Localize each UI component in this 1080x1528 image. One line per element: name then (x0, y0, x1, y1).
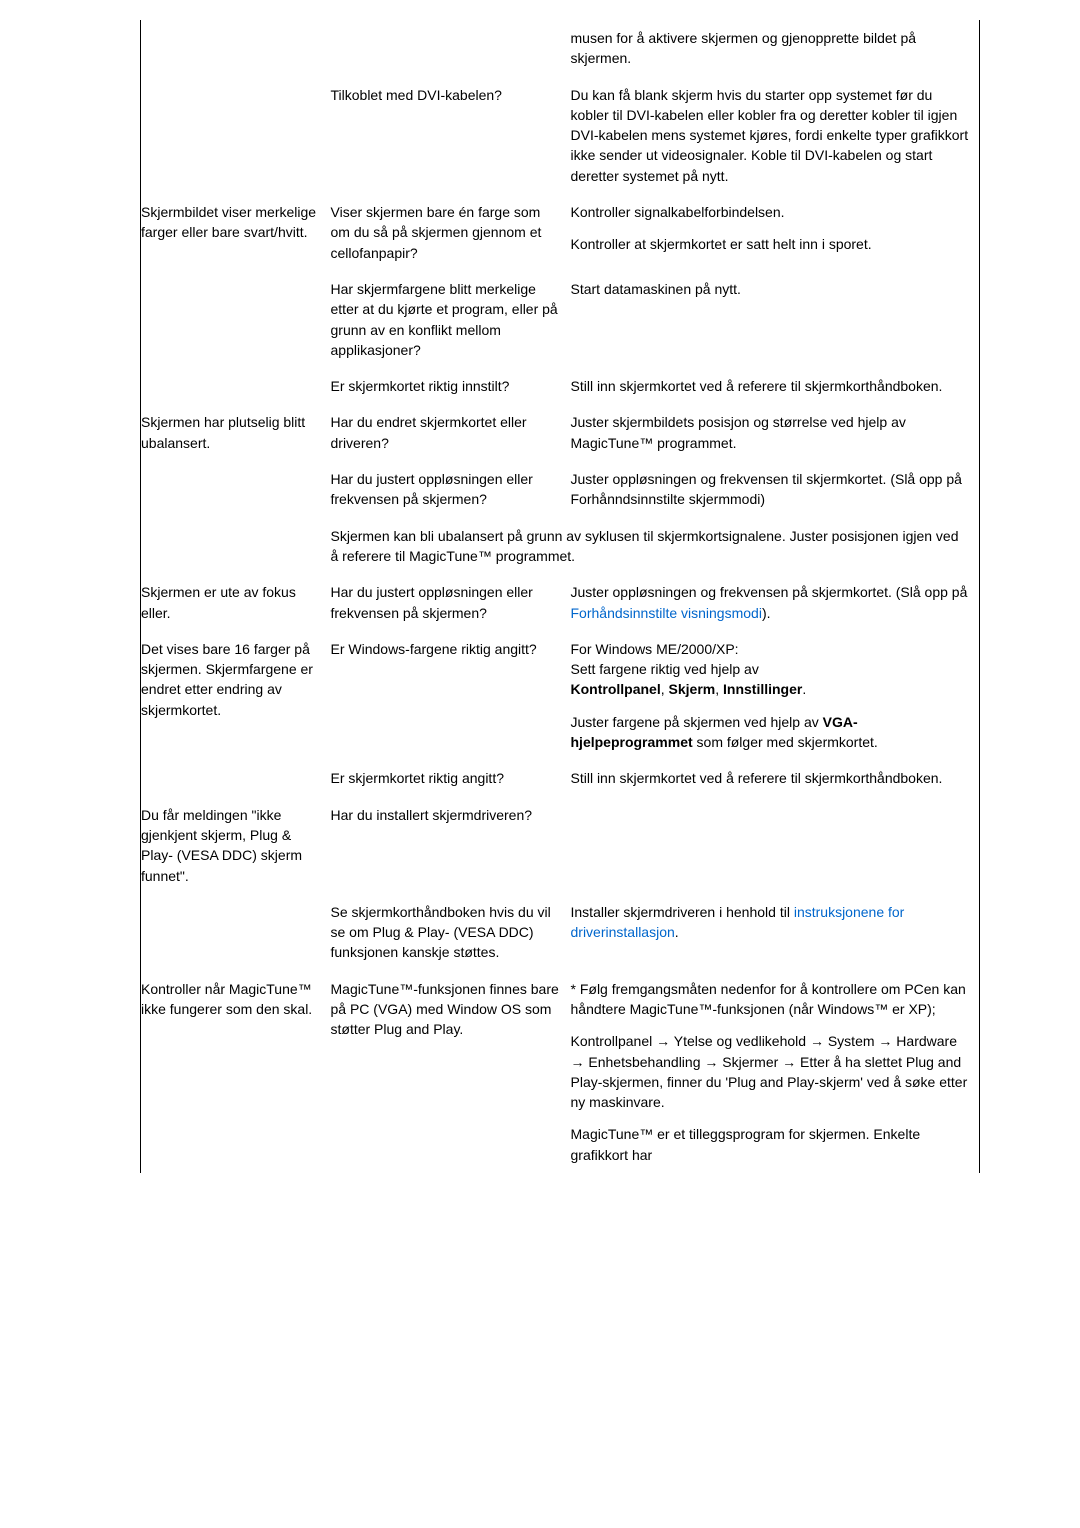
solution-cell: For Windows ME/2000/XP:Sett fargene rikt… (571, 631, 980, 760)
solution-cell: Juster skjermbildets posisjon og størrel… (571, 404, 980, 461)
check-cell: Er skjermkortet riktig innstilt? (331, 368, 571, 404)
solution-cell: Still inn skjermkortet ved å referere ti… (571, 760, 980, 796)
check-cell (331, 20, 571, 77)
symptom-cell: Skjermen er ute av fokus eller. (141, 574, 331, 631)
table-row: Se skjermkorthåndboken hvis du vil se om… (141, 894, 980, 971)
solution-cell: Kontroller signalkabelforbindelsen.Kontr… (571, 194, 980, 271)
link-text[interactable]: instruksjonene for driverinstallasjon (571, 904, 905, 940)
symptom-cell: Kontroller når MagicTune™ ikke fungerer … (141, 971, 331, 1173)
symptom-cell (141, 894, 331, 971)
spanned-cell: Skjermen kan bli ubalansert på grunn av … (331, 518, 980, 575)
solution-cell: Juster oppløsningen og frekvensen til sk… (571, 461, 980, 518)
symptom-cell: Det vises bare 16 farger på skjermen. Sk… (141, 631, 331, 760)
troubleshooting-table: musen for å aktivere skjermen og gjenopp… (140, 20, 980, 1173)
table-row: Har du justert oppløsningen eller frekve… (141, 461, 980, 518)
symptom-cell (141, 461, 331, 518)
solution-cell: Still inn skjermkortet ved å referere ti… (571, 368, 980, 404)
symptom-cell (141, 518, 331, 575)
table-row: Har skjermfargene blitt merkelige etter … (141, 271, 980, 368)
table-row: Det vises bare 16 farger på skjermen. Sk… (141, 631, 980, 760)
symptom-cell (141, 20, 331, 77)
solution-cell: Start datamaskinen på nytt. (571, 271, 980, 368)
symptom-cell (141, 760, 331, 796)
check-cell: Er Windows-fargene riktig angitt? (331, 631, 571, 760)
table-row: Skjermen er ute av fokus eller.Har du ju… (141, 574, 980, 631)
table-row: Skjermen har plutselig blitt ubalansert.… (141, 404, 980, 461)
table-row: Du får meldingen "ikke gjenkjent skjerm,… (141, 797, 980, 894)
check-cell: Har du justert oppløsningen eller frekve… (331, 461, 571, 518)
table-row: Skjermen kan bli ubalansert på grunn av … (141, 518, 980, 575)
check-cell: Tilkoblet med DVI-kabelen? (331, 77, 571, 194)
check-cell: Se skjermkorthåndboken hvis du vil se om… (331, 894, 571, 971)
table-row: Skjermbildet viser merkelige farger elle… (141, 194, 980, 271)
solution-cell: musen for å aktivere skjermen og gjenopp… (571, 20, 980, 77)
check-cell: MagicTune™-funksjonen finnes bare på PC … (331, 971, 571, 1173)
symptom-cell (141, 77, 331, 194)
check-cell: Har du justert oppløsningen eller frekve… (331, 574, 571, 631)
solution-cell: Installer skjermdriveren i henhold til i… (571, 894, 980, 971)
check-cell: Viser skjermen bare én farge som om du s… (331, 194, 571, 271)
solution-cell: Juster oppløsningen og frekvensen på skj… (571, 574, 980, 631)
table-row: Er skjermkortet riktig innstilt?Still in… (141, 368, 980, 404)
symptom-cell: Skjermbildet viser merkelige farger elle… (141, 194, 331, 271)
solution-cell (571, 797, 980, 894)
table-row: Kontroller når MagicTune™ ikke fungerer … (141, 971, 980, 1173)
symptom-cell (141, 368, 331, 404)
check-cell: Har skjermfargene blitt merkelige etter … (331, 271, 571, 368)
table-row: Tilkoblet med DVI-kabelen?Du kan få blan… (141, 77, 980, 194)
check-cell: Har du installert skjermdriveren? (331, 797, 571, 894)
symptom-cell: Du får meldingen "ikke gjenkjent skjerm,… (141, 797, 331, 894)
solution-cell: Du kan få blank skjerm hvis du starter o… (571, 77, 980, 194)
check-cell: Har du endret skjermkortet eller drivere… (331, 404, 571, 461)
link-text[interactable]: Forhåndsinnstilte visningsmodi (571, 605, 762, 621)
solution-cell: * Følg fremgangsmåten nedenfor for å kon… (571, 971, 980, 1173)
check-cell: Er skjermkortet riktig angitt? (331, 760, 571, 796)
symptom-cell (141, 271, 331, 368)
symptom-cell: Skjermen har plutselig blitt ubalansert. (141, 404, 331, 461)
table-row: Er skjermkortet riktig angitt?Still inn … (141, 760, 980, 796)
table-row: musen for å aktivere skjermen og gjenopp… (141, 20, 980, 77)
